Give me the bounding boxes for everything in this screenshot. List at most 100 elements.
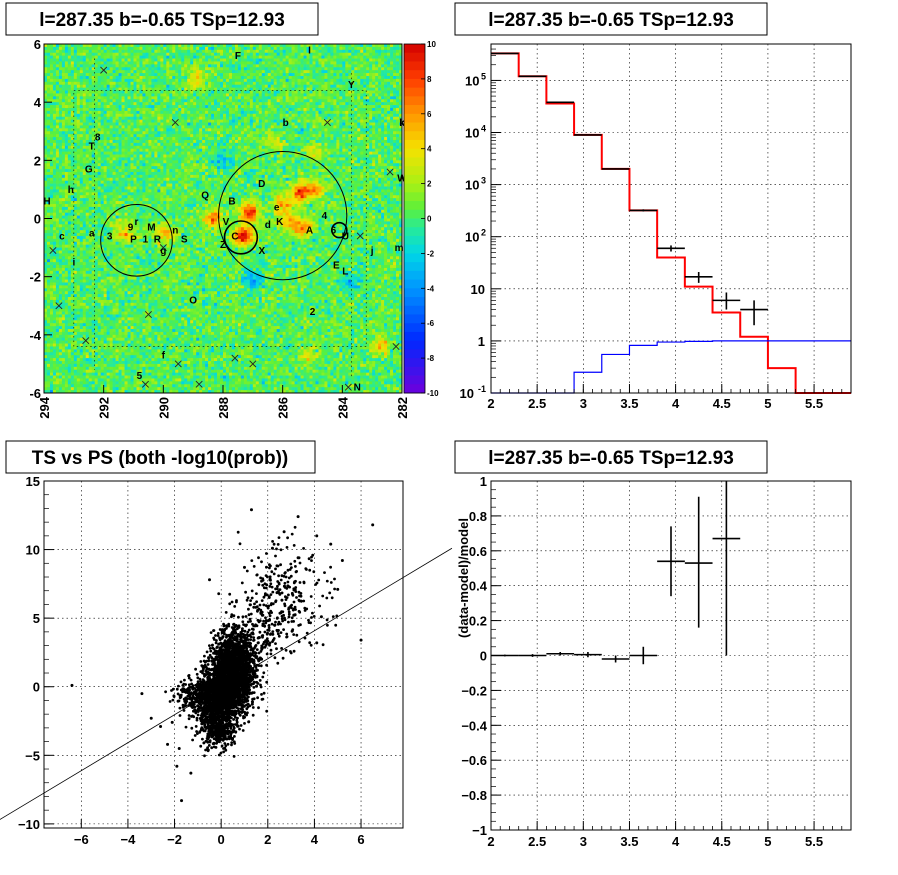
heatmap-cell xyxy=(166,230,170,234)
heatmap-cell xyxy=(67,107,72,112)
heatmap-cell xyxy=(91,381,96,385)
heatmap-cell xyxy=(109,390,113,394)
heatmap-cell xyxy=(136,291,140,295)
heatmap-cell xyxy=(91,195,96,199)
heatmap-cell xyxy=(154,174,158,179)
heatmap-cell xyxy=(97,221,102,225)
heatmap-cell xyxy=(136,139,140,144)
heatmap-cell xyxy=(85,107,90,112)
heatmap-cell xyxy=(100,105,105,109)
heatmap-cell xyxy=(118,192,122,196)
heatmap-cell xyxy=(103,337,107,341)
heatmap-cell xyxy=(121,387,125,391)
heatmap-cell xyxy=(136,384,140,388)
heatmap-cell xyxy=(73,329,78,333)
heatmap-cell xyxy=(76,311,81,315)
heatmap-cell xyxy=(115,355,119,359)
heatmap-cell xyxy=(124,113,128,118)
heatmap-cell xyxy=(124,340,128,344)
heatmap-cell xyxy=(100,308,105,312)
heatmap-cell xyxy=(67,116,72,120)
heatmap-cell xyxy=(154,267,158,272)
heatmap-cell xyxy=(127,355,131,359)
heatmap-cell xyxy=(163,75,167,80)
heatmap-cell xyxy=(52,166,57,170)
heatmap-cell xyxy=(157,352,161,356)
heatmap-cell xyxy=(94,358,99,362)
heatmap-cell xyxy=(55,378,60,382)
heatmap-cell xyxy=(115,297,119,301)
heatmap-cell xyxy=(58,369,63,373)
heatmap-cell xyxy=(142,116,146,120)
heatmap-cell xyxy=(115,84,119,88)
heatmap-cell xyxy=(112,299,116,304)
heatmap-cell xyxy=(115,378,119,382)
heatmap-cell xyxy=(115,195,119,199)
heatmap-cell xyxy=(88,180,93,184)
heatmap-cell xyxy=(94,215,99,219)
heatmap-cell xyxy=(148,67,152,71)
heatmap-cell xyxy=(55,265,60,269)
heatmap-cell xyxy=(85,96,90,100)
heatmap-cell xyxy=(121,329,125,333)
heatmap-cell xyxy=(133,113,137,118)
heatmap-cell xyxy=(112,116,116,120)
heatmap-cell xyxy=(127,44,131,48)
heatmap-cell xyxy=(82,201,87,205)
heatmap-cell xyxy=(130,361,134,365)
heatmap-cell xyxy=(109,201,113,205)
heatmap-cell xyxy=(124,230,128,234)
heatmap-cell xyxy=(58,96,63,100)
heatmap-cell xyxy=(109,267,113,272)
heatmap-cell xyxy=(64,363,69,368)
heatmap-cell xyxy=(46,102,51,106)
heatmap-cell xyxy=(115,291,119,295)
heatmap-cell xyxy=(115,128,119,132)
heatmap-cell xyxy=(118,334,122,339)
heatmap-cell xyxy=(85,320,90,324)
heatmap-cell xyxy=(97,299,102,304)
heatmap-cell xyxy=(88,346,93,350)
heatmap-cell xyxy=(160,177,164,182)
heatmap-cell xyxy=(112,46,116,51)
heatmap-cell xyxy=(64,64,69,68)
heatmap-cell xyxy=(100,189,105,193)
heatmap-cell xyxy=(148,177,152,182)
heatmap-cell xyxy=(160,183,164,187)
heatmap-cell xyxy=(58,151,63,155)
heatmap-cell xyxy=(85,46,90,51)
heatmap-cell xyxy=(163,317,167,321)
heatmap-cell xyxy=(106,212,110,216)
heatmap-cell xyxy=(166,70,170,74)
heatmap-cell xyxy=(163,99,167,103)
heatmap-cell xyxy=(44,52,48,56)
heatmap-cell xyxy=(106,151,110,155)
heatmap-cell xyxy=(166,75,170,80)
heatmap-cell xyxy=(76,177,81,182)
heatmap-cell xyxy=(82,311,87,315)
heatmap-cell xyxy=(130,113,134,118)
heatmap-cell xyxy=(109,87,113,91)
heatmap-cell xyxy=(154,46,158,51)
heatmap-cell xyxy=(67,201,72,205)
heatmap-cell xyxy=(139,308,143,312)
heatmap-cell xyxy=(133,44,137,48)
heatmap-cell xyxy=(157,116,161,120)
heatmap-cell xyxy=(148,285,152,289)
heatmap-cell xyxy=(76,148,81,152)
heatmap-cell xyxy=(46,288,51,292)
heatmap-cell xyxy=(142,230,146,234)
heatmap-cell xyxy=(151,84,155,88)
heatmap-cell xyxy=(136,93,140,97)
heatmap-cell xyxy=(151,87,155,91)
heatmap-cell xyxy=(127,247,131,251)
heatmap-cell xyxy=(55,201,60,205)
heatmap-cell xyxy=(115,212,119,216)
heatmap-cell xyxy=(139,166,143,170)
heatmap-cell xyxy=(157,64,161,68)
heatmap-cell xyxy=(130,169,134,173)
heatmap-cell xyxy=(130,96,134,100)
heatmap-cell xyxy=(127,142,131,147)
heatmap-cell xyxy=(124,171,128,176)
heatmap-cell xyxy=(103,110,107,115)
